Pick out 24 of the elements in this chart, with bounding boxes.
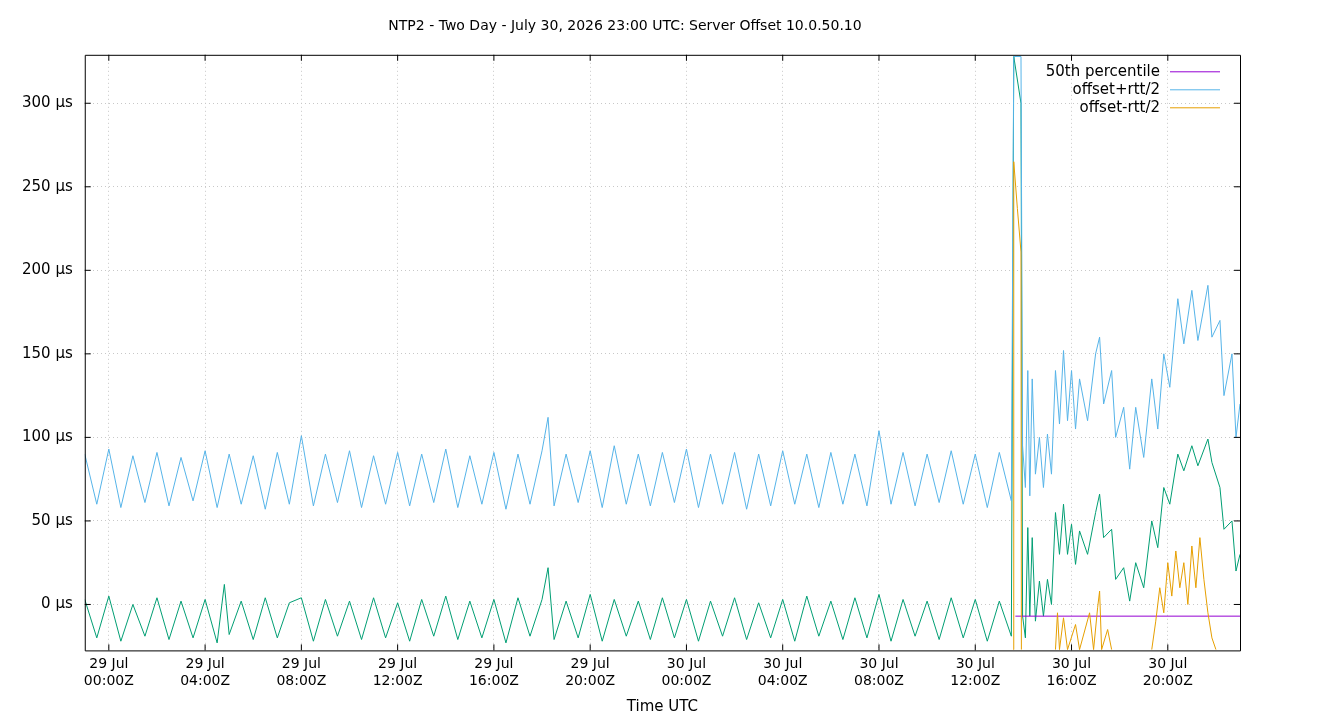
y-tick-label: 300 µs <box>21 93 73 112</box>
x-tick-label: 29 Jul 16:00Z <box>468 655 519 689</box>
legend-label: offset-rtt/2 <box>1079 97 1160 116</box>
x-tick-label: 29 Jul 00:00Z <box>83 655 134 689</box>
y-tick-label: 250 µs <box>21 176 73 195</box>
y-tick-label: 100 µs <box>21 427 73 446</box>
x-axis-title: Time UTC <box>625 696 698 715</box>
x-tick-label: 29 Jul 20:00Z <box>565 655 616 689</box>
x-tick-label: 29 Jul 04:00Z <box>180 655 231 689</box>
y-tick-label: 200 µs <box>21 260 73 279</box>
x-tick-label: 30 Jul 20:00Z <box>1142 655 1193 689</box>
x-tick-label: 29 Jul 08:00Z <box>276 655 327 689</box>
x-tick-label: 30 Jul 16:00Z <box>1046 655 1097 689</box>
x-tick-label: 30 Jul 12:00Z <box>950 655 1001 689</box>
x-tick-label: 30 Jul 08:00Z <box>854 655 904 689</box>
x-tick-label: 30 Jul 04:00Z <box>757 655 808 689</box>
legend-label: 50th percentile <box>1045 61 1160 80</box>
x-tick-label: 30 Jul 00:00Z <box>661 655 712 689</box>
y-tick-label: 150 µs <box>21 343 73 362</box>
chart-title: NTP2 - Two Day - July 30, 2026 23:00 UTC: Server Offset 10.0.50.10 <box>388 17 862 34</box>
legend-label: offset+rtt/2 <box>1072 79 1160 98</box>
x-tick-label: 29 Jul 12:00Z <box>372 655 423 689</box>
y-tick-label: 50 µs <box>31 510 73 529</box>
y-tick-label: 0 µs <box>41 594 73 613</box>
